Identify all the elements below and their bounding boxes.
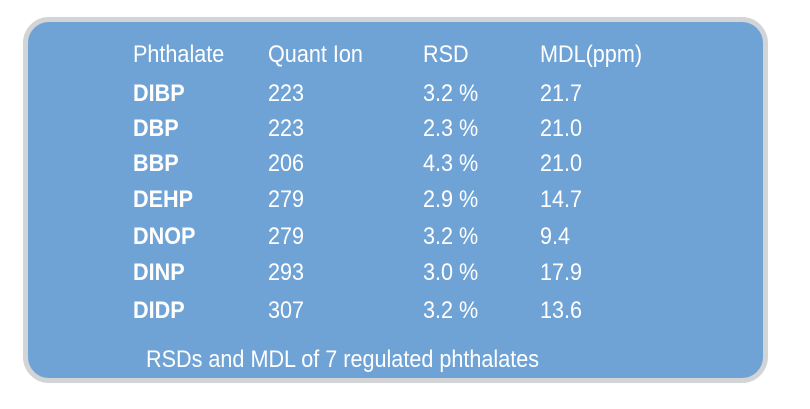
row-dehp-ion: 279	[268, 186, 305, 213]
row-dehp-name: DEHP	[133, 186, 194, 213]
row-dnop-rsd: 3.2 %	[423, 223, 479, 250]
row-dbp-name: DBP	[133, 115, 179, 142]
row-didp-mdl: 13.6	[540, 297, 583, 324]
row-didp-ion: 307	[268, 297, 305, 324]
row-dinp-mdl: 17.9	[540, 259, 583, 286]
row-dnop-name: DNOP	[133, 223, 196, 250]
row-bbp-mdl: 21.0	[540, 150, 583, 177]
header-quant-ion: Quant Ion	[268, 41, 363, 68]
header-rsd: RSD	[423, 41, 469, 68]
row-didp-name: DIDP	[133, 297, 185, 324]
row-dnop-ion: 279	[268, 223, 305, 250]
row-dnop-mdl: 9.4	[540, 223, 571, 250]
row-dibp-name: DIBP	[133, 80, 185, 107]
header-mdl: MDL(ppm)	[540, 41, 643, 68]
row-bbp-rsd: 4.3 %	[423, 150, 479, 177]
row-dbp-rsd: 2.3 %	[423, 115, 479, 142]
row-dinp-rsd: 3.0 %	[423, 259, 479, 286]
table-caption: RSDs and MDL of 7 regulated phthalates	[146, 346, 540, 373]
row-dehp-rsd: 2.9 %	[423, 186, 479, 213]
row-dibp-mdl: 21.7	[540, 80, 583, 107]
row-dibp-ion: 223	[268, 80, 305, 107]
header-phthalate: Phthalate	[133, 41, 225, 68]
row-dinp-ion: 293	[268, 259, 305, 286]
row-didp-rsd: 3.2 %	[423, 297, 479, 324]
row-dbp-ion: 223	[268, 115, 305, 142]
row-bbp-ion: 206	[268, 150, 305, 177]
row-dinp-name: DINP	[133, 259, 185, 286]
row-dibp-rsd: 3.2 %	[423, 80, 479, 107]
row-dbp-mdl: 21.0	[540, 115, 583, 142]
phthalate-table-panel: Phthalate Quant Ion RSD MDL(ppm) DIBP 22…	[23, 17, 768, 383]
row-dehp-mdl: 14.7	[540, 186, 583, 213]
row-bbp-name: BBP	[133, 150, 179, 177]
